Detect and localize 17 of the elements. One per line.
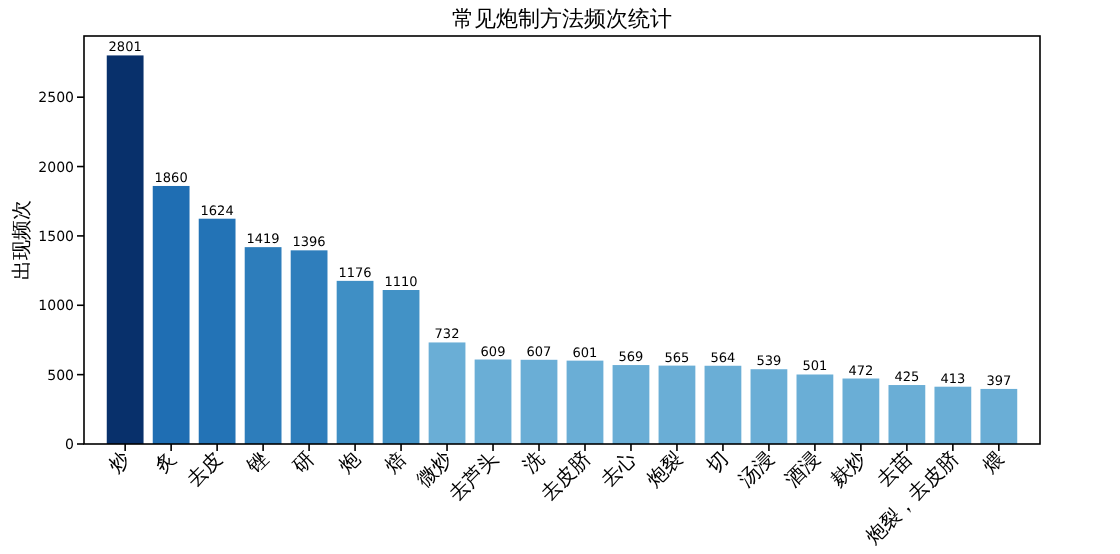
chart-title: 常见炮制方法频次统计 <box>452 6 672 32</box>
x-tick-label: 锉 <box>242 448 274 480</box>
x-tick-label: 煨 <box>977 447 1010 479</box>
x-tick-label: 炒 <box>104 447 136 479</box>
x-tick-label: 汤浸 <box>733 447 780 493</box>
x-tick-label: 切 <box>702 447 734 479</box>
x-tick-label: 麸炒 <box>825 447 872 493</box>
x-tick-label: 炮 <box>334 447 366 479</box>
x-tick-label: 洗 <box>518 447 550 479</box>
x-tick-label: 炙 <box>150 447 182 479</box>
y-axis-title: 出现频次 <box>10 200 34 280</box>
x-tick-label: 酒浸 <box>779 447 826 493</box>
x-tick-label: 炮裂 <box>641 447 688 493</box>
x-tick-label: 去心 <box>595 447 642 493</box>
x-tick-label: 研 <box>289 448 320 479</box>
x-tick-label: 焙 <box>380 447 412 479</box>
x-tick-label: 去皮 <box>182 447 228 493</box>
